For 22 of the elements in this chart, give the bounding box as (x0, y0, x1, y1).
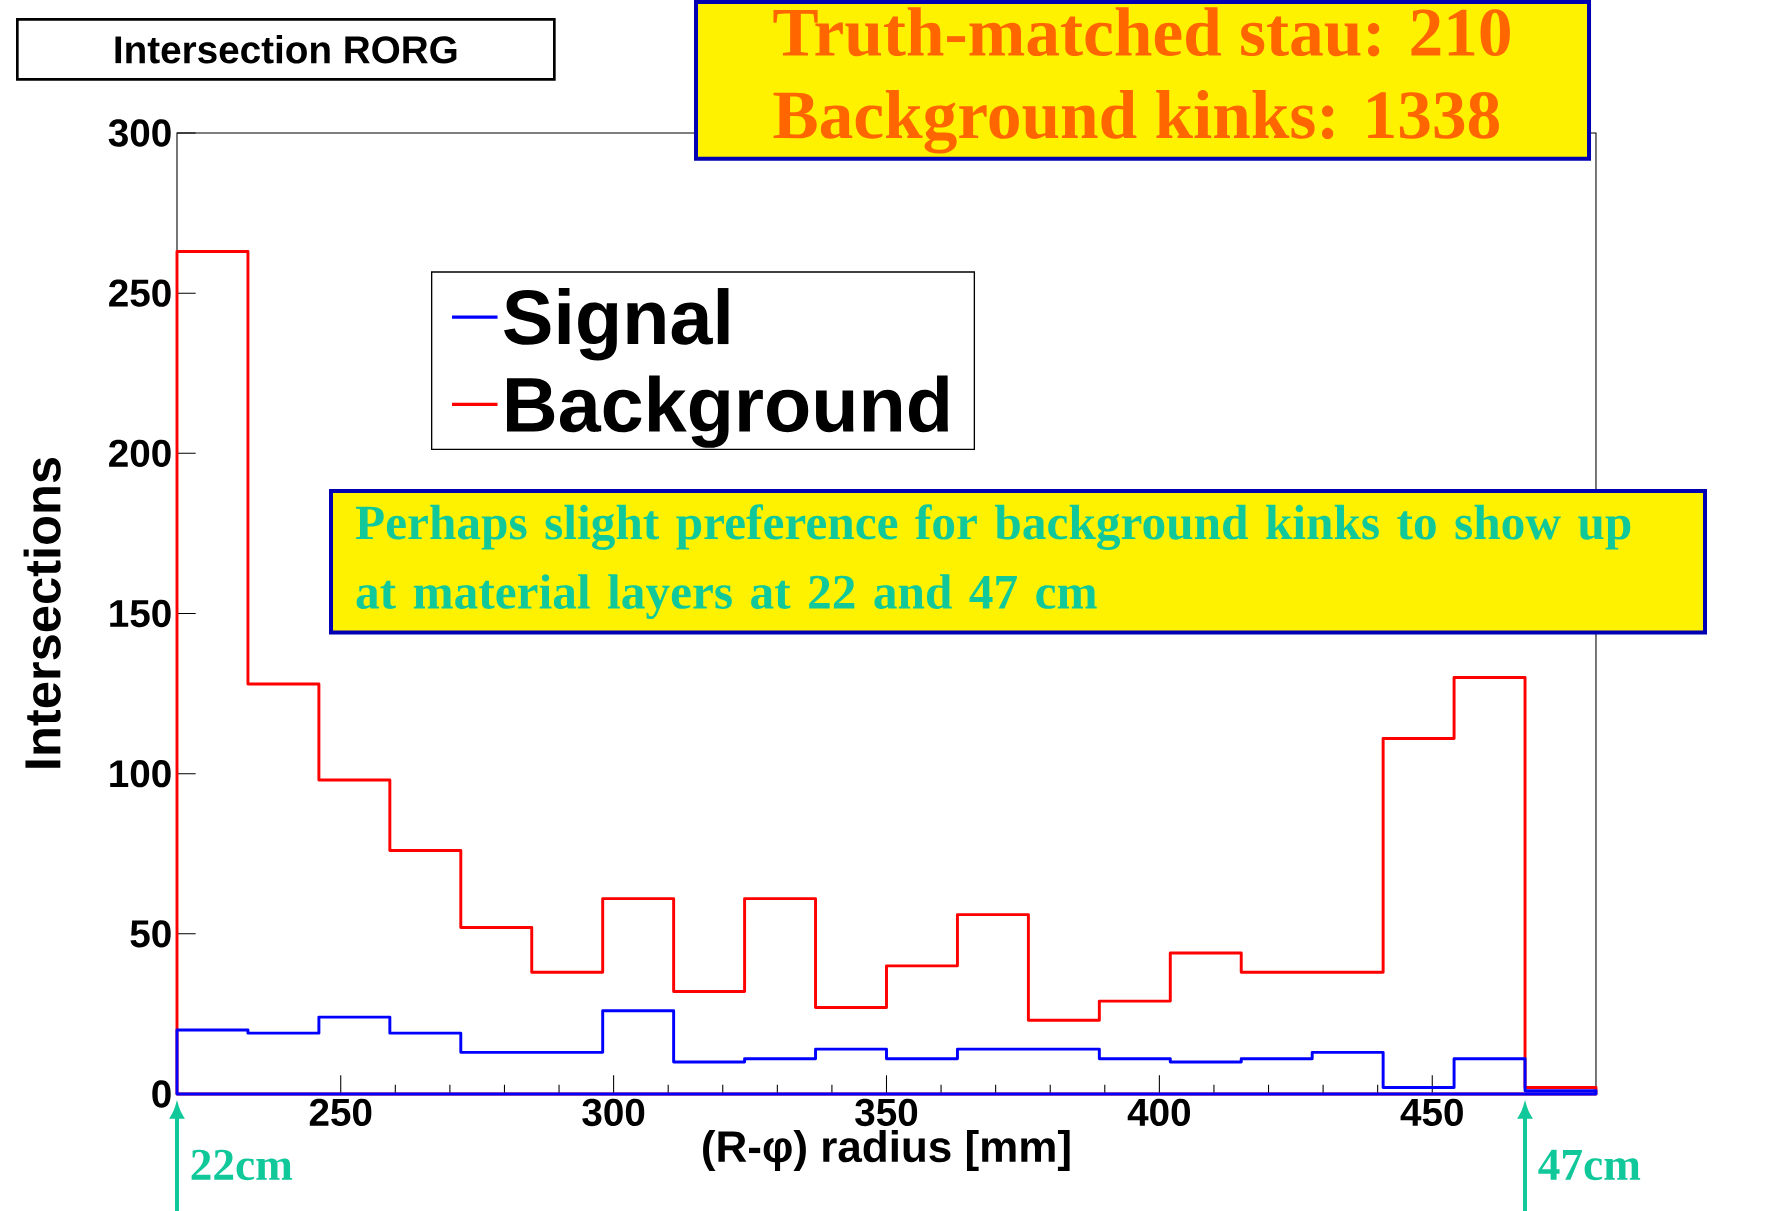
y-tick-label: 100 (110, 759, 171, 788)
y-tick-label: 0 (152, 1080, 171, 1108)
legend-label: Signal (504, 288, 729, 361)
y-tick-label: 300 (108, 119, 171, 147)
x-tick-label: 450 (1400, 1098, 1463, 1127)
x-axis-title: (R-φ) radius [mm] (703, 1129, 1070, 1171)
text: 22cm (191, 1149, 293, 1181)
y-tick-label: 200 (109, 439, 171, 468)
legend-label: Background (507, 375, 948, 448)
y-axis-title: Intersections (23, 457, 61, 768)
y-tick-label: 50 (130, 920, 171, 948)
y-tick-label: 250 (109, 279, 171, 307)
text: Truth-matched stau: 210 (773, 7, 1510, 57)
y-tick-label: 150 (110, 599, 171, 628)
x-tick-label: 350 (855, 1098, 918, 1127)
x-tick-label: 300 (582, 1098, 645, 1127)
text: 47cm (1538, 1149, 1641, 1181)
chart-title: Intersection RORG (115, 35, 457, 64)
x-tick-label: 400 (1127, 1098, 1191, 1127)
x-tick-label: 250 (309, 1098, 372, 1127)
annotation: Perhaps slight preference for background kinks to show up at material layers at 22 and 47 cm (355, 504, 1631, 620)
annotation: Background kinks: 1338 (773, 89, 1499, 154)
